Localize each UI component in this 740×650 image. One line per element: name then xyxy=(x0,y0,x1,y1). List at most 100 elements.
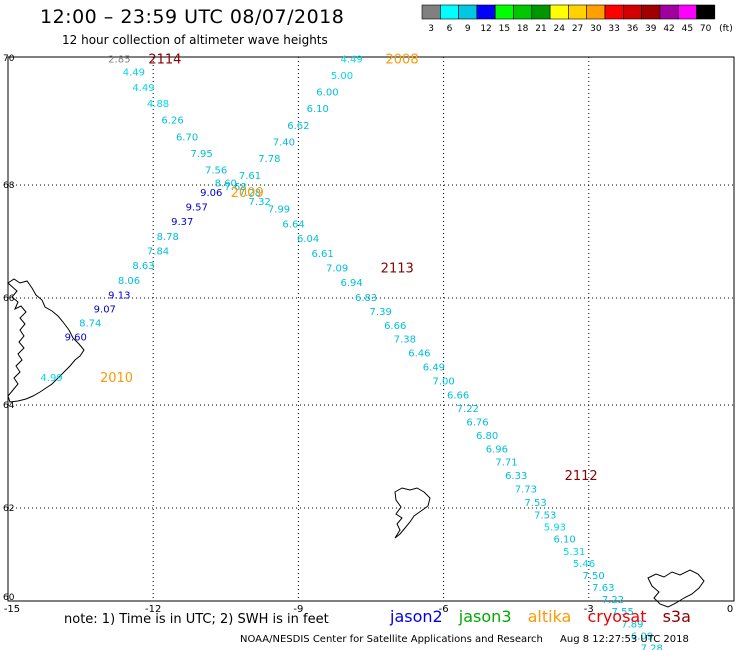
legend-s3a: s3a xyxy=(662,607,691,626)
colorbar-swatches xyxy=(421,4,716,20)
colorbar-label: 12 xyxy=(480,24,491,34)
colorbar-label: 27 xyxy=(572,24,583,34)
wave-height-label: 4.88 xyxy=(147,99,169,110)
legend-jason3: jason3 xyxy=(458,607,512,626)
colorbar-swatch xyxy=(696,4,716,20)
pass-number-label: 2010 xyxy=(100,371,133,386)
wave-height-label: 6.66 xyxy=(384,321,406,332)
wave-height-label: 7.50 xyxy=(583,571,605,582)
wave-height-label: 6.70 xyxy=(176,132,198,143)
wave-height-label: 9.13 xyxy=(108,291,130,302)
wave-height-label: 5.00 xyxy=(331,71,353,82)
colorbar-label: 21 xyxy=(535,24,546,34)
colorbar-label: 6 xyxy=(447,24,453,34)
x-tick-label: -12 xyxy=(145,604,161,615)
y-tick-label: 70 xyxy=(3,54,15,64)
wave-height-label: 6.10 xyxy=(307,104,329,115)
colorbar-label: 33 xyxy=(608,24,619,34)
legend-cryosat: cryosat xyxy=(587,607,647,626)
wave-height-label: 6.04 xyxy=(297,234,319,245)
y-tick-label: 68 xyxy=(3,181,15,191)
wave-height-label: 7.61 xyxy=(239,171,261,182)
y-tick-label: 62 xyxy=(3,504,14,514)
wave-height-label: 7.53 xyxy=(534,511,556,522)
colorbar-label: 39 xyxy=(645,24,657,34)
wave-height-label: 4.49 xyxy=(341,54,363,65)
x-tick-label: 0 xyxy=(727,604,733,615)
colorbar-label: 15 xyxy=(499,24,510,34)
wave-height-label: 7.32 xyxy=(249,197,271,208)
wave-height-label: 2.85 xyxy=(108,54,130,65)
pass-labels: 2114200820092113211221112010 xyxy=(100,52,598,484)
wave-height-label: 7.78 xyxy=(258,154,280,165)
wave-height-label: 6.96 xyxy=(486,444,508,455)
wave-height-label: 6.62 xyxy=(287,121,309,132)
coastlines xyxy=(7,278,705,608)
wave-height-label: 5.31 xyxy=(563,547,585,558)
wave-height-label: 7.63 xyxy=(592,583,614,594)
colorbar-label: (ft) xyxy=(719,24,733,34)
wave-height-label: 8.74 xyxy=(79,319,101,330)
colorbar-label: 70 xyxy=(700,24,712,34)
wave-height-label: 7.53 xyxy=(524,498,546,509)
y-tick-label: 66 xyxy=(3,294,15,304)
wave-height-label: 6.61 xyxy=(311,249,333,260)
pass-number-label: 2112 xyxy=(565,469,598,484)
wave-height-label: 6.09 xyxy=(631,631,653,642)
legend-jason2: jason2 xyxy=(390,607,443,626)
colorbar-label: 42 xyxy=(663,24,674,34)
wave-height-label: 7.73 xyxy=(515,484,537,495)
colorbar-label: 3 xyxy=(428,24,434,34)
faroe-islands-coast xyxy=(394,487,431,539)
wave-height-label: 7.28 xyxy=(239,188,261,199)
y-tick-label: 60 xyxy=(3,593,15,603)
footer-timestamp: Aug 8 12:27:53 UTC 2018 xyxy=(560,634,689,645)
wave-height-label: 7.00 xyxy=(432,376,454,387)
latitude-tick-labels: 70 68 66 64 62 60 xyxy=(3,54,15,603)
wave-height-label: 7.55 xyxy=(612,607,634,618)
wave-height-label: 9.37 xyxy=(171,217,193,228)
x-tick-label: -15 xyxy=(4,604,20,615)
page-title: 12:00 – 23:59 UTC 08/07/2018 xyxy=(40,6,345,28)
wave-height-label: 6.26 xyxy=(161,116,183,127)
wave-height-label: 7.28 xyxy=(641,644,663,650)
wave-height-label: 6.66 xyxy=(447,390,469,401)
wave-height-label: 7.68 xyxy=(224,182,246,193)
wave-height-label: 9.06 xyxy=(200,188,222,199)
wave-height-label: 8.60 xyxy=(215,178,237,189)
wave-height-label: 6.76 xyxy=(466,417,488,428)
map-frame xyxy=(7,56,735,602)
wave-height-label: 7.40 xyxy=(273,137,295,148)
wave-height-label: 7.89 xyxy=(621,619,643,630)
wave-height-label: 6.33 xyxy=(505,471,527,482)
colorbar: 3 6 9 12 15 18 21 24 27 30 33 36 39 42 45 70 (ft) xyxy=(421,4,733,34)
wave-height-label: 9.60 xyxy=(65,333,87,344)
pass-number-label: 2008 xyxy=(386,52,419,67)
wave-height-label: 6.64 xyxy=(282,219,304,230)
wave-height-label: 9.07 xyxy=(94,305,116,316)
pass-number-label: 2113 xyxy=(381,261,414,276)
wave-height-label: 7.22 xyxy=(602,595,624,606)
wave-height-label: 4.99 xyxy=(40,373,62,384)
wave-height-label: 7.09 xyxy=(326,263,348,274)
colorbar-label: 24 xyxy=(554,24,566,34)
colorbar-labels: 3 6 9 12 15 18 21 24 27 30 33 36 39 42 45 70 (ft) xyxy=(428,24,732,34)
longitude-tick-labels: -15 -12 -9 -6 -3 0 xyxy=(4,604,733,615)
wave-height-label: 7.22 xyxy=(457,404,479,415)
wave-height-label: 6.49 xyxy=(423,362,445,373)
shetland-coast xyxy=(647,569,705,608)
wave-height-label: 6.94 xyxy=(341,278,363,289)
pass-number-label: 2114 xyxy=(148,52,181,67)
wave-height-label: 4.49 xyxy=(132,83,154,94)
wave-height-label: 7.95 xyxy=(190,149,212,160)
wave-height-label: 7.71 xyxy=(495,458,517,469)
legend-altika: altika xyxy=(527,607,572,626)
wave-height-label: 7.38 xyxy=(394,335,416,346)
colorbar-label: 45 xyxy=(682,24,693,34)
colorbar-label: 18 xyxy=(517,24,529,34)
wave-height-label: 8.63 xyxy=(132,261,154,272)
footer-credit: NOAA/NESDIS Center for Satellite Applica… xyxy=(240,634,543,645)
wave-height-values: 2.85 4.49 4.49 4.88 6.26 6.70 7.95 7.568.609.06… xyxy=(40,54,663,650)
wave-height-label: 9.57 xyxy=(186,202,208,213)
